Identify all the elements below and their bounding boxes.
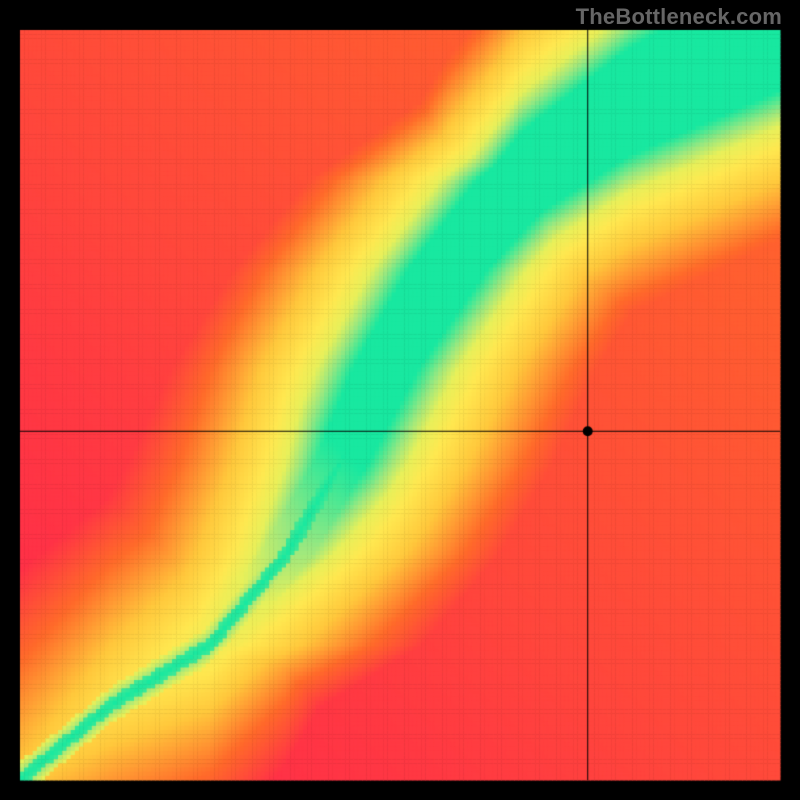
chart-container: TheBottleneck.com [0, 0, 800, 800]
bottleneck-heatmap [0, 0, 800, 800]
watermark-label: TheBottleneck.com [576, 4, 782, 30]
